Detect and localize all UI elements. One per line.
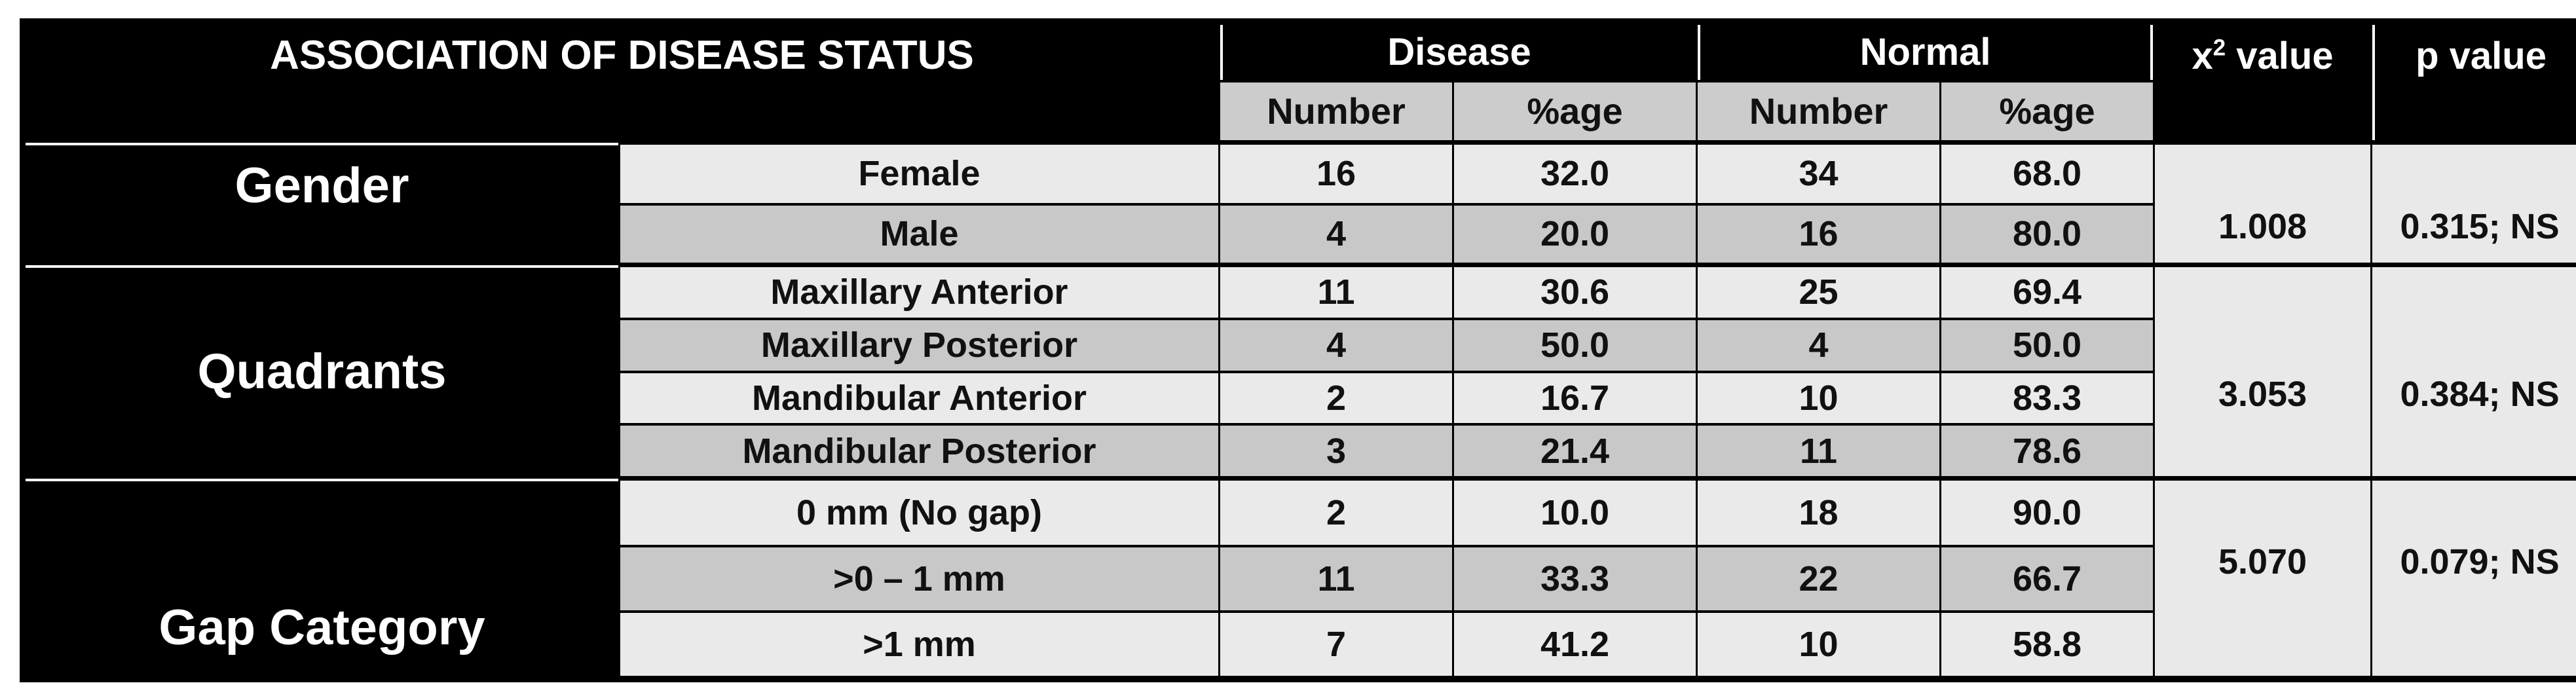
- cell-normal-number: 22: [1698, 547, 1940, 610]
- section-label-gap-category: Gap Category: [26, 479, 618, 676]
- cell-normal-pct: 69.4: [1941, 265, 2154, 318]
- cell-normal-pct: 68.0: [1941, 143, 2154, 203]
- table-row: Quadrants Maxillary Anterior 11 30.6 25 …: [26, 265, 2576, 477]
- cell-normal-pct: 80.0: [1941, 205, 2154, 263]
- cell-normal-pct: 58.8: [1941, 612, 2154, 676]
- p-value: 0.315; NS: [2372, 143, 2576, 263]
- normal-number-header: Number: [1698, 83, 1940, 140]
- cell-normal-pct: 83.3: [1941, 373, 2154, 424]
- cell-normal-number: 18: [1698, 479, 1940, 545]
- cell-disease-number: 2: [1220, 479, 1452, 545]
- table-row: Male 4 20.0 16 80.0: [26, 205, 2576, 263]
- cell-disease-number: 16: [1220, 143, 1452, 203]
- cell-disease-pct: 50.0: [1454, 320, 1696, 371]
- cell-disease-pct: 10.0: [1454, 479, 1696, 545]
- disease-group-header: Disease: [1220, 25, 1696, 80]
- cell-normal-number: 11: [1698, 426, 1940, 477]
- cell-disease-number: 11: [1220, 547, 1452, 610]
- cell-normal-number: 10: [1698, 612, 1940, 676]
- cell-disease-number: 2: [1220, 373, 1452, 424]
- section-label-gender: Gender: [26, 143, 618, 263]
- row-label: Maxillary Anterior: [620, 265, 1218, 318]
- cell-disease-pct: 33.3: [1454, 547, 1696, 610]
- cell-normal-pct: 50.0: [1941, 320, 2154, 371]
- cell-normal-number: 10: [1698, 373, 1940, 424]
- chi-base: x: [2192, 35, 2213, 77]
- chi-square-value: 1.008: [2155, 143, 2371, 263]
- chi-superscript: 2: [2212, 35, 2226, 61]
- disease-number-header: Number: [1220, 83, 1452, 140]
- cell-normal-number: 25: [1698, 265, 1940, 318]
- cell-normal-pct: 78.6: [1941, 426, 2154, 477]
- p-value: 0.079; NS: [2372, 479, 2576, 676]
- row-label: Maxillary Posterior: [620, 320, 1218, 371]
- table-row: >0 – 1 mm 11 33.3 22 66.7: [26, 547, 2576, 610]
- table-row: Maxillary Posterior 4 50.0 4 50.0: [26, 320, 2576, 371]
- cell-disease-pct: 30.6: [1454, 265, 1696, 318]
- cell-disease-number: 3: [1220, 426, 1452, 477]
- chi-square-header: x2 value: [2155, 25, 2371, 140]
- table-row: >1 mm 7 41.2 10 58.8: [26, 612, 2576, 676]
- cell-normal-pct: 66.7: [1941, 547, 2154, 610]
- table-row: Mandibular Posterior 3 21.4 11 78.6: [26, 426, 2576, 477]
- cell-disease-pct: 41.2: [1454, 612, 1696, 676]
- table-row: Mandibular Anterior 2 16.7 10 83.3: [26, 373, 2576, 424]
- normal-pct-header: %age: [1941, 83, 2154, 140]
- section-label-quadrants: Quadrants: [26, 265, 618, 477]
- chi-rest: value: [2226, 35, 2334, 77]
- cell-disease-number: 7: [1220, 612, 1452, 676]
- row-label: Mandibular Anterior: [620, 373, 1218, 424]
- p-value-header: p value: [2372, 25, 2576, 140]
- disease-pct-header: %age: [1454, 83, 1696, 140]
- cell-disease-pct: 16.7: [1454, 373, 1696, 424]
- p-value: 0.384; NS: [2372, 265, 2576, 477]
- cell-disease-number: 4: [1220, 320, 1452, 371]
- chi-square-value: 5.070: [2155, 479, 2371, 676]
- chi-square-value: 3.053: [2155, 265, 2371, 477]
- row-label: Mandibular Posterior: [620, 426, 1218, 477]
- header-row-1: ASSOCIATION OF DISEASE STATUS Disease No…: [26, 25, 2576, 140]
- table-row: Gap Category 0 mm (No gap) 2 10.0 18 90.…: [26, 479, 2576, 676]
- row-label: Female: [620, 143, 1218, 203]
- cell-normal-pct: 90.0: [1941, 479, 2154, 545]
- row-label: Male: [620, 205, 1218, 263]
- normal-group-header: Normal: [1698, 25, 2154, 80]
- cell-normal-number: 4: [1698, 320, 1940, 371]
- cell-disease-pct: 20.0: [1454, 205, 1696, 263]
- cell-disease-number: 11: [1220, 265, 1452, 318]
- cell-disease-pct: 21.4: [1454, 426, 1696, 477]
- cell-disease-number: 4: [1220, 205, 1452, 263]
- row-label: >1 mm: [620, 612, 1218, 676]
- row-label: 0 mm (No gap): [620, 479, 1218, 545]
- table-row: Gender Female 16 32.0 34 68.0 1.008 0.31…: [26, 143, 2576, 263]
- table-title: ASSOCIATION OF DISEASE STATUS: [26, 25, 1218, 140]
- header-row-2: Number %age Number %age: [26, 83, 2576, 140]
- association-of-disease-status-table: ASSOCIATION OF DISEASE STATUS Disease No…: [20, 18, 2576, 682]
- cell-disease-pct: 32.0: [1454, 143, 1696, 203]
- cell-normal-number: 16: [1698, 205, 1940, 263]
- cell-normal-number: 34: [1698, 143, 1940, 203]
- row-label: >0 – 1 mm: [620, 547, 1218, 610]
